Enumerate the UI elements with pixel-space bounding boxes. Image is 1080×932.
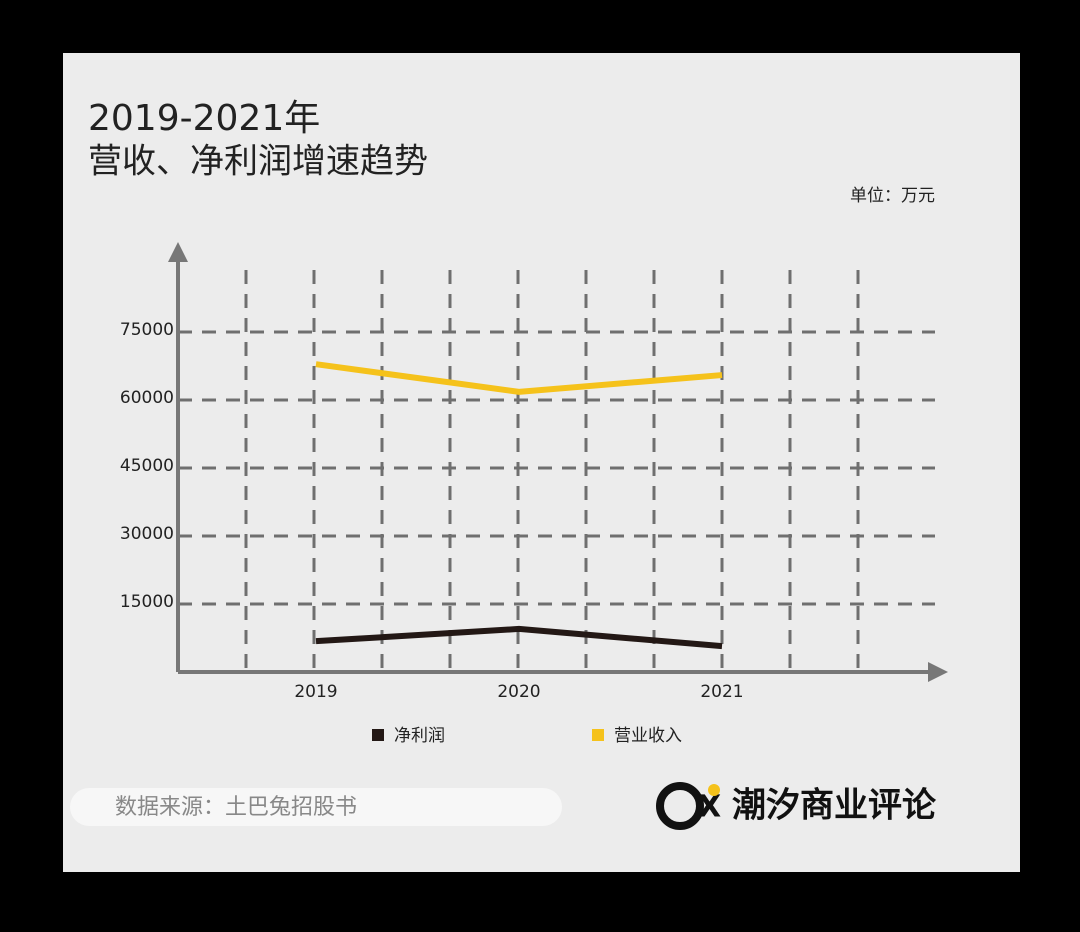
legend-label: 营业收入	[614, 726, 682, 746]
brand: 潮汐商业评论	[732, 786, 937, 826]
legend-label: 净利润	[394, 726, 445, 746]
source-box	[70, 788, 562, 826]
y-tick-label: 75000	[120, 320, 174, 340]
x-tick-label: 2021	[700, 682, 743, 702]
legend-swatch	[372, 729, 384, 741]
series-line	[315, 625, 723, 650]
x-tick-label: 2019	[294, 682, 337, 702]
unit-label: 单位：万元	[850, 186, 935, 206]
y-tick-label: 60000	[120, 388, 174, 408]
source: 数据来源：土巴兔招股书	[115, 795, 357, 820]
panel	[63, 53, 1020, 872]
y-tick-label: 45000	[120, 456, 174, 476]
x-tick-label: 2020	[497, 682, 540, 702]
y-tick-label: 30000	[120, 524, 174, 544]
chart-subtitle: 营收、净利润增速趋势	[88, 142, 428, 182]
series-line	[315, 361, 723, 395]
legend-swatch	[592, 729, 604, 741]
brand-logo: X	[656, 782, 721, 830]
x-axis-arrow	[928, 662, 948, 682]
y-axis-arrow	[168, 242, 188, 262]
svg-text:X: X	[698, 790, 721, 825]
y-tick-label: 15000	[120, 592, 174, 612]
chart-title: 2019-2021年	[88, 98, 320, 139]
